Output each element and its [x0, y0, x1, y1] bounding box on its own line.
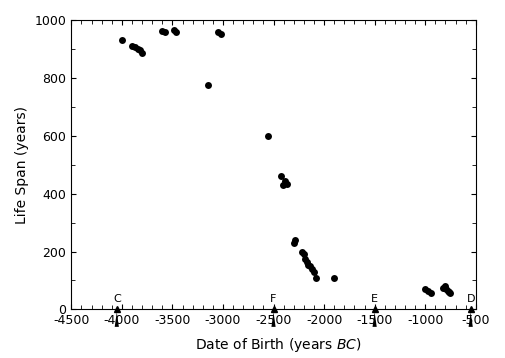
- Point: [131, 45, 139, 50]
- Point: [445, 289, 453, 295]
- Point: [312, 275, 320, 280]
- Point: [136, 48, 144, 53]
- Point: [204, 82, 212, 88]
- Point: [300, 252, 308, 257]
- Point: [330, 275, 338, 280]
- Point: [291, 237, 299, 243]
- Point: [281, 178, 289, 183]
- Point: [214, 29, 222, 34]
- Point: [134, 46, 142, 52]
- Point: [128, 43, 136, 49]
- Point: [217, 32, 225, 37]
- Text: E: E: [371, 294, 378, 304]
- Text: C: C: [113, 294, 121, 304]
- Point: [446, 291, 454, 296]
- Point: [277, 173, 285, 179]
- Point: [158, 28, 166, 34]
- Point: [172, 29, 180, 34]
- Point: [421, 286, 429, 292]
- Text: F: F: [270, 294, 277, 304]
- Point: [303, 259, 311, 265]
- Point: [427, 291, 435, 296]
- Point: [306, 263, 314, 269]
- Point: [308, 266, 316, 272]
- Point: [118, 37, 126, 43]
- Point: [265, 133, 273, 139]
- Point: [301, 256, 309, 262]
- Point: [161, 29, 169, 35]
- Point: [424, 288, 432, 294]
- Point: [310, 269, 318, 275]
- Point: [298, 249, 306, 255]
- Point: [442, 286, 450, 292]
- Text: Date of Birth (years $\mathit{BC}$): Date of Birth (years $\mathit{BC}$): [194, 337, 361, 354]
- Y-axis label: Life Span (years): Life Span (years): [15, 106, 29, 224]
- Text: D: D: [467, 294, 475, 304]
- Point: [279, 182, 287, 188]
- Point: [441, 284, 449, 289]
- Point: [290, 240, 298, 246]
- Point: [304, 262, 312, 267]
- Point: [138, 50, 146, 56]
- Point: [283, 181, 291, 187]
- Point: [444, 288, 452, 294]
- Point: [170, 27, 178, 33]
- Point: [439, 285, 447, 291]
